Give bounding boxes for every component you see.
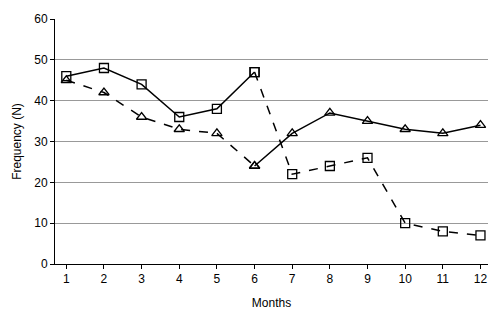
svg-text:Months: Months bbox=[252, 296, 291, 310]
svg-text:4: 4 bbox=[176, 272, 183, 286]
svg-text:40: 40 bbox=[34, 94, 48, 108]
svg-text:0: 0 bbox=[41, 257, 48, 271]
svg-text:Frequency (N): Frequency (N) bbox=[10, 103, 24, 180]
svg-text:3: 3 bbox=[138, 272, 145, 286]
svg-text:50: 50 bbox=[34, 53, 48, 67]
svg-text:10: 10 bbox=[398, 272, 412, 286]
svg-text:8: 8 bbox=[327, 272, 334, 286]
svg-text:12: 12 bbox=[474, 272, 488, 286]
svg-text:30: 30 bbox=[34, 135, 48, 149]
svg-text:7: 7 bbox=[289, 272, 296, 286]
svg-text:60: 60 bbox=[34, 12, 48, 26]
svg-text:6: 6 bbox=[251, 272, 258, 286]
svg-text:11: 11 bbox=[437, 272, 450, 286]
svg-text:9: 9 bbox=[364, 272, 371, 286]
svg-text:5: 5 bbox=[214, 272, 221, 286]
svg-text:20: 20 bbox=[34, 176, 48, 190]
svg-text:1: 1 bbox=[63, 272, 70, 286]
svg-text:10: 10 bbox=[34, 216, 48, 230]
svg-text:2: 2 bbox=[101, 272, 108, 286]
